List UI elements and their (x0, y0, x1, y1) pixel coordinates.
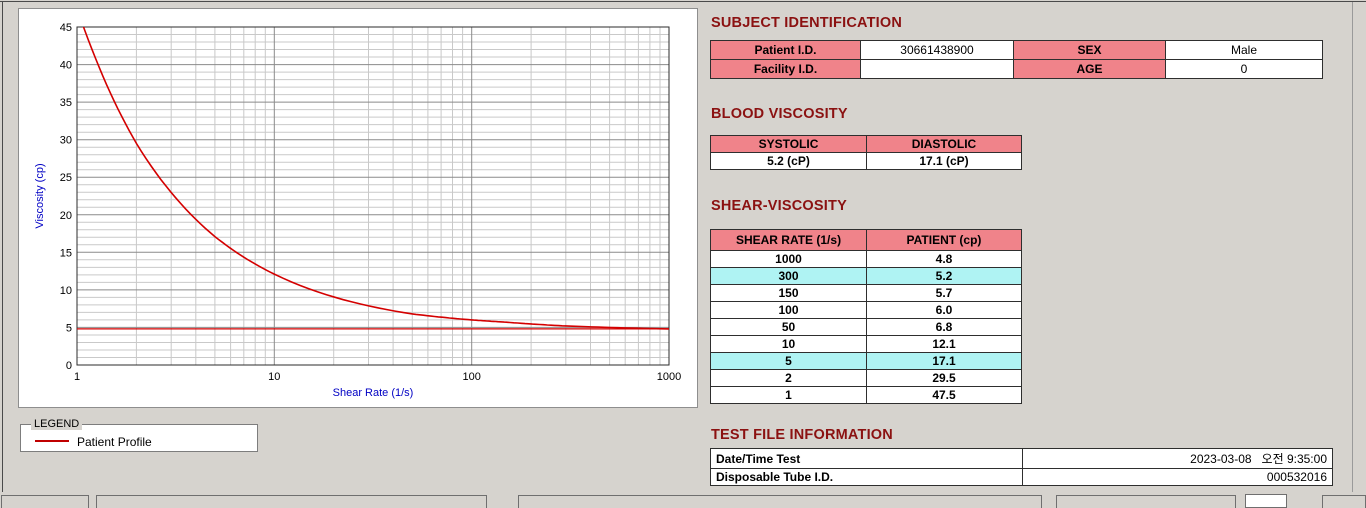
disposable-tube-id-label: Disposable Tube I.D. (710, 468, 1023, 486)
patient-cp-value: 29.5 (866, 369, 1022, 387)
blood-viscosity-table: SYSTOLIC DIASTOLIC 5.2 (cP) 17.1 (cP) (710, 135, 1022, 170)
legend-box: LEGEND Patient Profile (20, 418, 258, 452)
diastolic-header: DIASTOLIC (866, 135, 1022, 153)
svg-text:Shear Rate (1/s): Shear Rate (1/s) (333, 387, 414, 399)
bottom-cropped-button[interactable] (1245, 494, 1287, 508)
subject-row: Patient I.D. 30661438900 SEX Male (710, 40, 1323, 60)
blood-header-row: SYSTOLIC DIASTOLIC (710, 135, 1022, 153)
disposable-tube-id-value: 000532016 (1022, 468, 1333, 486)
svg-text:45: 45 (60, 22, 72, 34)
window-right-edge (1352, 2, 1353, 492)
test-file-information-table: Date/Time Test 2023-03-08 오전 9:35:00 Dis… (710, 448, 1333, 486)
bottom-cropped-panel-5 (1322, 495, 1366, 508)
shear-viscosity-row: 5 17.1 (710, 352, 1022, 370)
patient-cp-value: 6.8 (866, 318, 1022, 336)
test-file-information-heading: TEST FILE INFORMATION (711, 427, 893, 443)
svg-text:Viscosity (cp): Viscosity (cp) (34, 163, 46, 228)
shear-rate-value: 300 (710, 267, 867, 285)
test-file-row: Date/Time Test 2023-03-08 오전 9:35:00 (710, 448, 1333, 469)
shear-rate-header: SHEAR RATE (1/s) (710, 229, 867, 251)
svg-text:15: 15 (60, 247, 72, 259)
shear-rate-value: 150 (710, 284, 867, 302)
svg-text:30: 30 (60, 135, 72, 147)
sex-value: Male (1165, 40, 1323, 60)
shear-viscosity-heading: SHEAR-VISCOSITY (711, 198, 847, 214)
patient-id-value: 30661438900 (860, 40, 1014, 60)
shear-rate-value: 1000 (710, 250, 867, 268)
facility-id-label: Facility I.D. (710, 59, 861, 79)
patient-id-label: Patient I.D. (710, 40, 861, 60)
shear-viscosity-row: 300 5.2 (710, 267, 1022, 285)
bottom-cropped-panel-2 (96, 495, 487, 508)
shear-viscosity-row: 100 6.0 (710, 301, 1022, 319)
svg-text:1000: 1000 (657, 371, 681, 383)
svg-text:100: 100 (463, 371, 481, 383)
shear-rate-value: 2 (710, 369, 867, 387)
report-panel: SUBJECT IDENTIFICATION Patient I.D. 3066… (710, 0, 1350, 508)
svg-text:5: 5 (66, 322, 72, 334)
shear-viscosity-row: 2 29.5 (710, 369, 1022, 387)
svg-text:10: 10 (60, 285, 72, 297)
patient-cp-value: 4.8 (866, 250, 1022, 268)
shear-rate-value: 10 (710, 335, 867, 353)
sex-label: SEX (1013, 40, 1166, 60)
patient-cp-value: 5.2 (866, 267, 1022, 285)
facility-id-value (860, 59, 1014, 79)
shear-viscosity-table: SHEAR RATE (1/s) PATIENT (cp) 1000 4.8 300… (710, 229, 1022, 404)
patient-cp-value: 6.0 (866, 301, 1022, 319)
patient-cp-value: 12.1 (866, 335, 1022, 353)
shear-viscosity-row: 50 6.8 (710, 318, 1022, 336)
shear-viscosity-row: 10 12.1 (710, 335, 1022, 353)
patient-cp-header: PATIENT (cp) (866, 229, 1022, 251)
date-time-test-value: 2023-03-08 오전 9:35:00 (1022, 448, 1333, 469)
bottom-cropped-panel-1 (1, 495, 89, 508)
age-label: AGE (1013, 59, 1166, 79)
viscosity-chart: 0 5 10 15 20 25 30 35 40 45 1 10 100 1000 Shear Rate (… (34, 22, 681, 399)
legend-item-label: Patient Profile (77, 435, 152, 449)
bottom-cropped-panel-3 (518, 495, 1042, 508)
shear-header-row: SHEAR RATE (1/s) PATIENT (cp) (710, 229, 1022, 251)
diastolic-value: 17.1 (cP) (866, 152, 1022, 170)
bottom-cropped-panel-4 (1056, 495, 1236, 508)
svg-text:0: 0 (66, 360, 72, 372)
systolic-header: SYSTOLIC (710, 135, 867, 153)
shear-viscosity-row: 150 5.7 (710, 284, 1022, 302)
age-value: 0 (1165, 59, 1323, 79)
window-left-edge (2, 2, 3, 492)
viscosity-chart-panel: 0 5 10 15 20 25 30 35 40 45 1 10 100 1000 Shear Rate (… (18, 8, 698, 408)
subject-identification-table: Patient I.D. 30661438900 SEX Male Facili… (710, 40, 1323, 79)
window-top-edge (0, 1, 1366, 2)
date-time-test-label: Date/Time Test (710, 448, 1023, 469)
shear-rate-value: 1 (710, 386, 867, 404)
svg-text:35: 35 (60, 97, 72, 109)
test-file-row: Disposable Tube I.D. 000532016 (710, 468, 1333, 486)
blood-value-row: 5.2 (cP) 17.1 (cP) (710, 152, 1022, 170)
subject-identification-heading: SUBJECT IDENTIFICATION (711, 15, 903, 31)
patient-cp-value: 5.7 (866, 284, 1022, 302)
svg-text:10: 10 (268, 371, 280, 383)
subject-row: Facility I.D. AGE 0 (710, 59, 1323, 79)
svg-text:40: 40 (60, 60, 72, 72)
shear-rate-value: 100 (710, 301, 867, 319)
legend-title: LEGEND (31, 418, 83, 430)
legend-line-sample (35, 439, 69, 442)
patient-cp-value: 17.1 (866, 352, 1022, 370)
patient-cp-value: 47.5 (866, 386, 1022, 404)
blood-viscosity-heading: BLOOD VISCOSITY (711, 106, 848, 122)
svg-text:25: 25 (60, 172, 72, 184)
svg-text:20: 20 (60, 210, 72, 222)
shear-viscosity-row: 1 47.5 (710, 386, 1022, 404)
svg-text:1: 1 (74, 371, 80, 383)
shear-rate-value: 5 (710, 352, 867, 370)
shear-viscosity-row: 1000 4.8 (710, 250, 1022, 268)
systolic-value: 5.2 (cP) (710, 152, 867, 170)
shear-rate-value: 50 (710, 318, 867, 336)
